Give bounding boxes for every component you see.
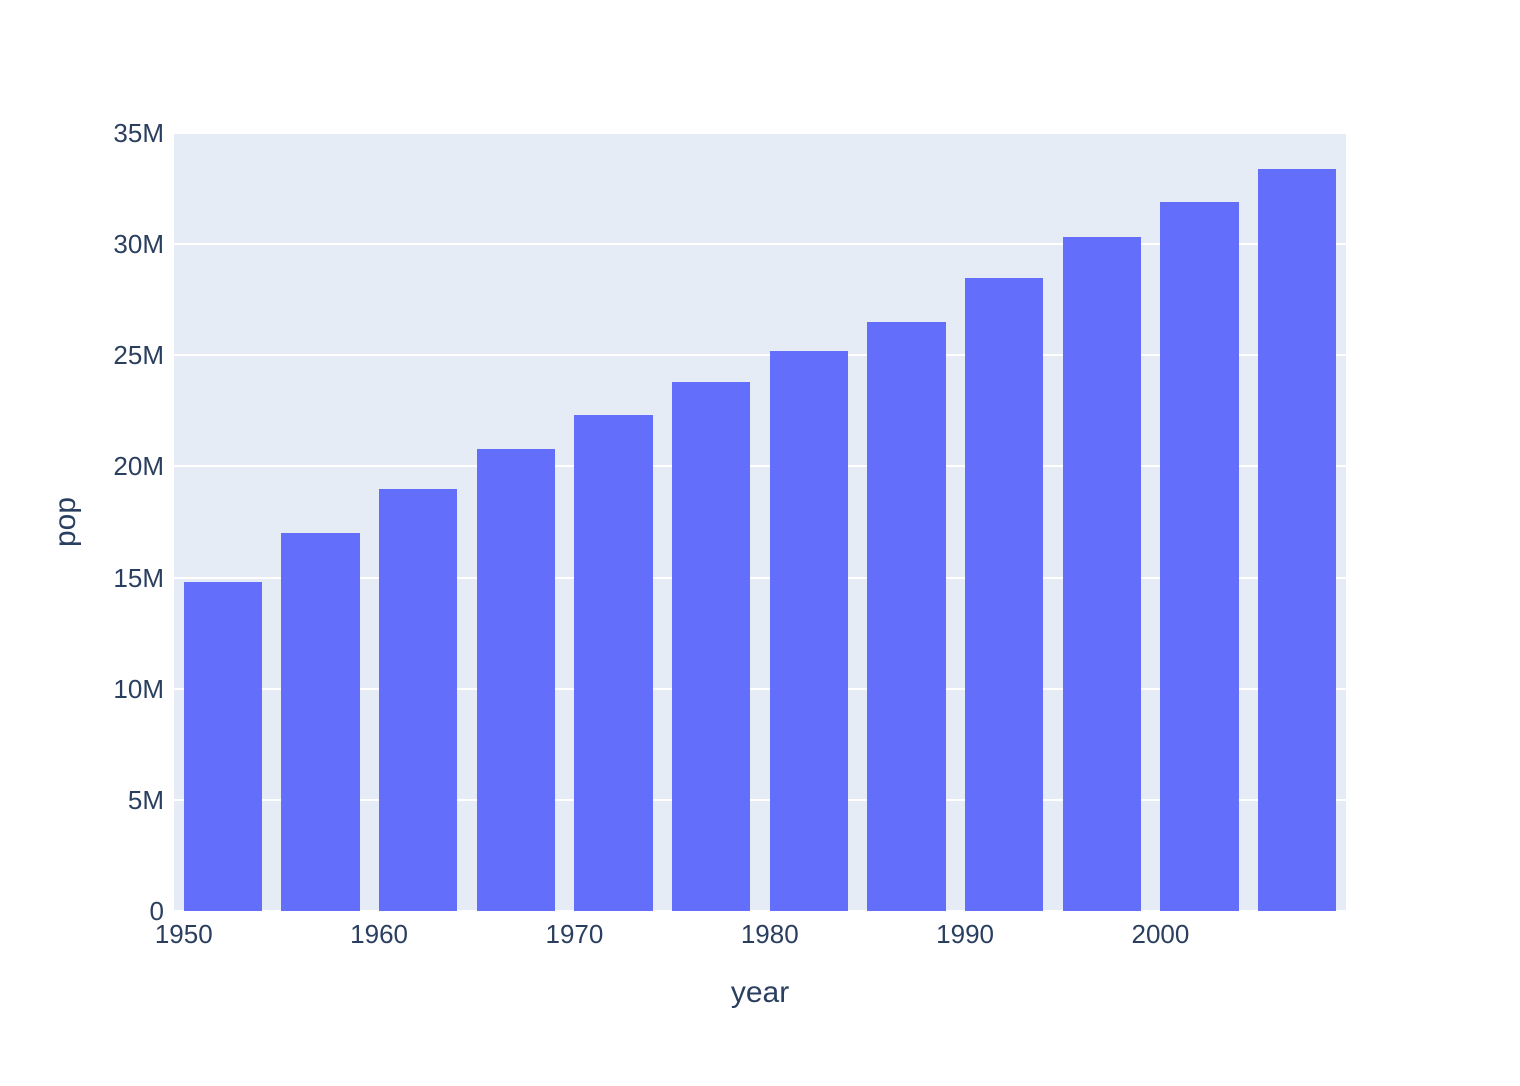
gridline-y-5M bbox=[174, 798, 1346, 801]
bar-1972[interactable] bbox=[574, 415, 653, 911]
y-tick-5M: 5M bbox=[127, 784, 164, 815]
bar-1957[interactable] bbox=[281, 533, 360, 911]
bar-2007[interactable] bbox=[1258, 168, 1337, 911]
gridline-y-25M bbox=[174, 354, 1346, 357]
gridline-y-20M bbox=[174, 465, 1346, 468]
bar-1952[interactable] bbox=[183, 582, 262, 911]
y-tick-30M: 30M bbox=[113, 229, 164, 260]
y-tick-25M: 25M bbox=[113, 340, 164, 371]
x-tick-1990: 1990 bbox=[936, 919, 995, 949]
bar-1982[interactable] bbox=[769, 350, 848, 911]
y-tick-0: 0 bbox=[149, 896, 164, 926]
plot-area[interactable] bbox=[174, 133, 1346, 911]
bar-1992[interactable] bbox=[965, 277, 1044, 911]
x-tick-1980: 1980 bbox=[740, 919, 799, 949]
y-tick-20M: 20M bbox=[113, 451, 164, 482]
y-tick-10M: 10M bbox=[113, 673, 164, 704]
bar-1962[interactable] bbox=[379, 488, 458, 911]
y-axis-title: pop bbox=[49, 496, 82, 548]
bar-1997[interactable] bbox=[1062, 237, 1141, 911]
gridline-y-35M bbox=[174, 133, 1346, 134]
x-tick-1960: 1960 bbox=[350, 919, 409, 949]
gridline-y-0 bbox=[174, 910, 1346, 911]
y-tick-35M: 35M bbox=[113, 118, 164, 148]
x-axis-title: year bbox=[730, 976, 790, 1009]
x-tick-1950: 1950 bbox=[154, 919, 213, 949]
gridline-y-30M bbox=[174, 243, 1346, 246]
bar-1987[interactable] bbox=[867, 321, 946, 911]
bar-1967[interactable] bbox=[476, 448, 555, 911]
y-tick-15M: 15M bbox=[113, 562, 164, 593]
gridline-y-15M bbox=[174, 576, 1346, 579]
bar-1977[interactable] bbox=[672, 381, 751, 911]
x-tick-1970: 1970 bbox=[545, 919, 604, 949]
x-tick-2000: 2000 bbox=[1131, 919, 1190, 949]
bar-2002[interactable] bbox=[1160, 201, 1239, 911]
gridline-y-10M bbox=[174, 687, 1346, 690]
